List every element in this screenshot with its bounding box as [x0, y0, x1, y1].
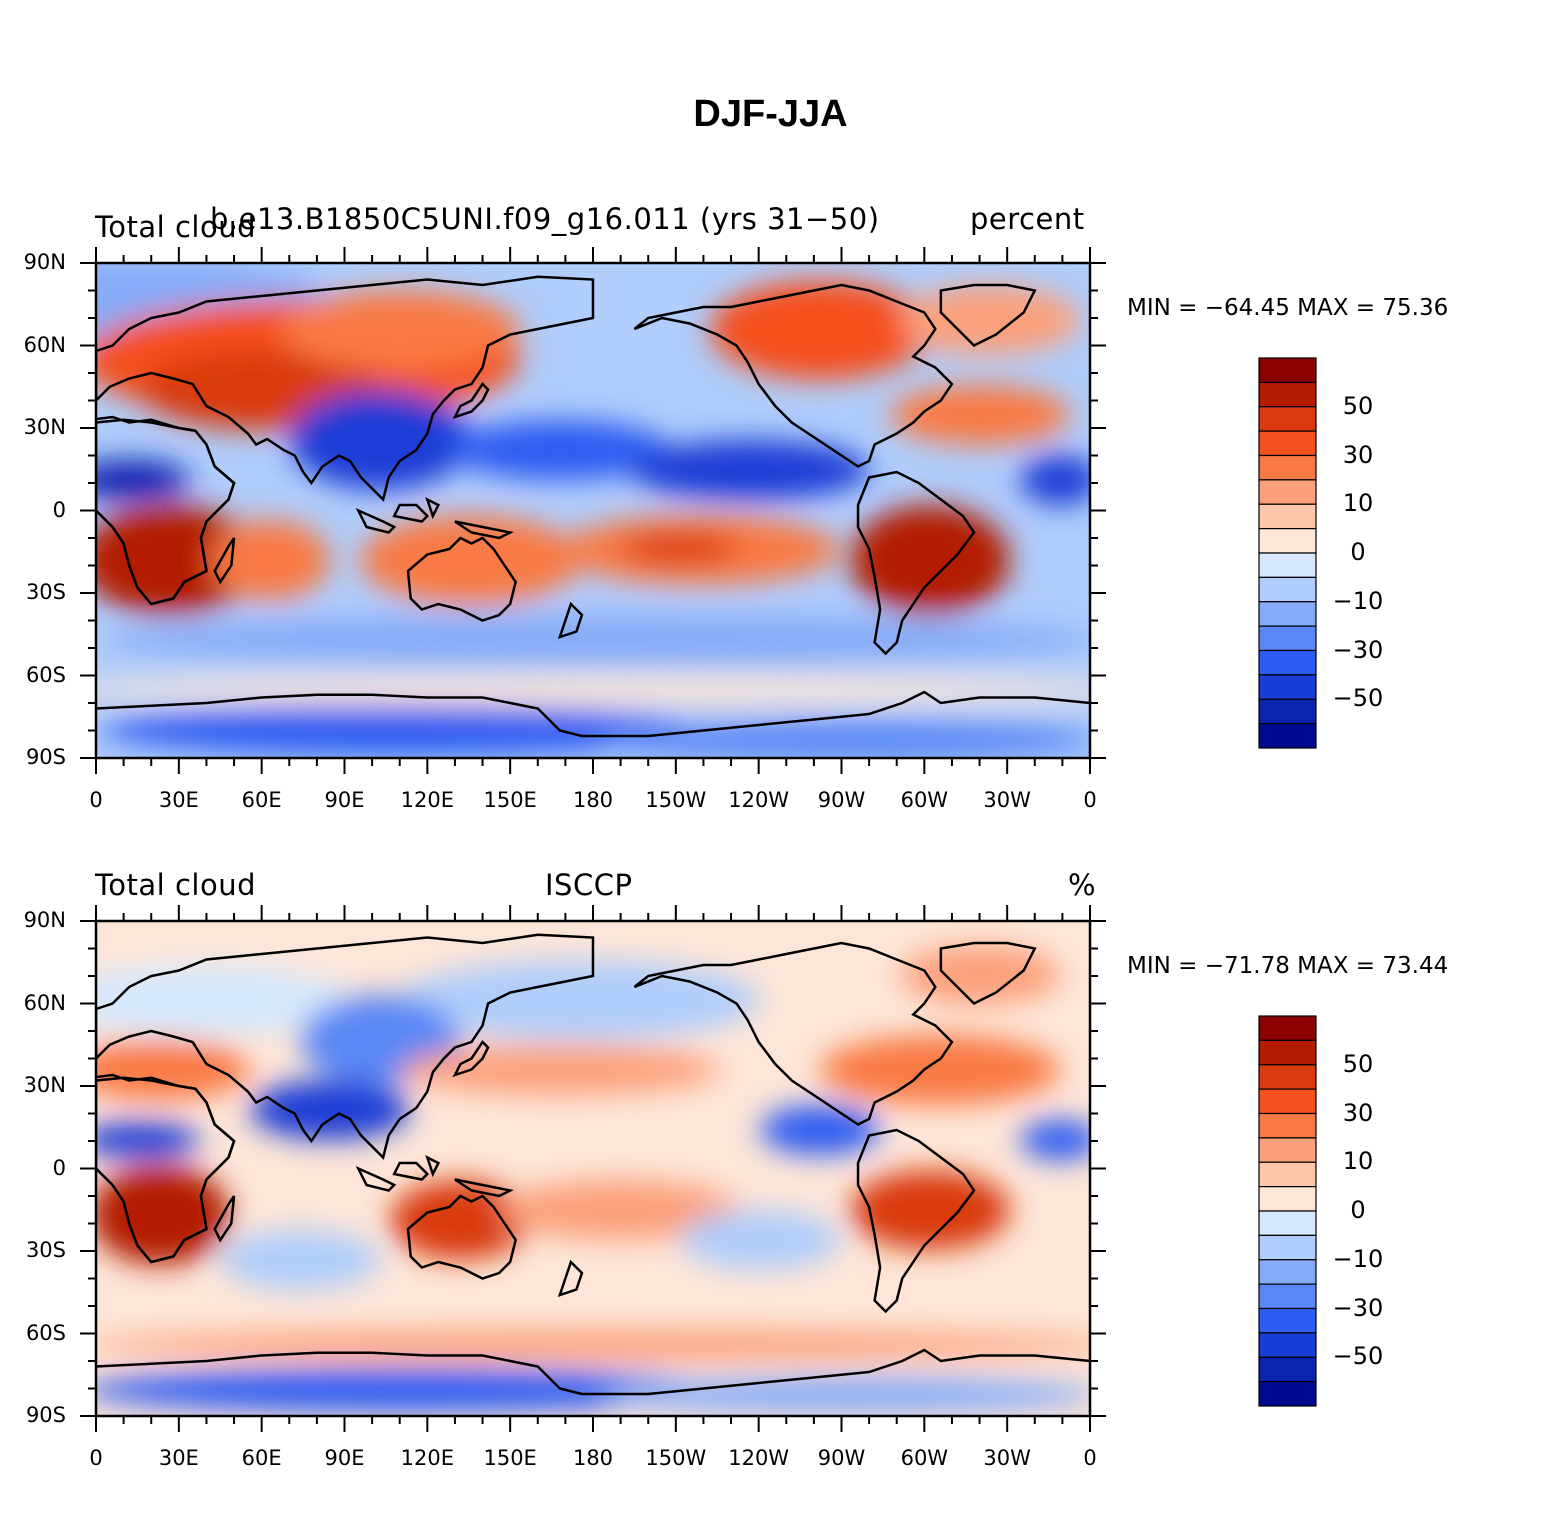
lat-label: 60S [25, 1320, 66, 1345]
lat-label: 90S [25, 745, 66, 769]
lon-label: 120E [400, 1446, 454, 1470]
colorbar-swatch [1258, 576, 1317, 603]
colorbar-swatch [1258, 1186, 1317, 1212]
colorbar-swatch [1258, 1259, 1317, 1285]
lon-label: 150E [483, 1446, 537, 1470]
lon-label: 0 [89, 1446, 103, 1470]
lon-label: 90W [817, 788, 866, 812]
colorbar-label: 50 [1342, 1049, 1374, 1078]
lon-label: 120W [728, 788, 790, 812]
colorbar-label: 10 [1342, 489, 1374, 518]
colorbar-swatch [1258, 503, 1317, 530]
lon-label: 0 [89, 788, 103, 812]
colorbar-swatch [1258, 601, 1317, 627]
lat-label: 90S [25, 1403, 66, 1427]
lat-label: 60S [25, 662, 66, 687]
lon-label: 90E [324, 1446, 365, 1470]
lon-label: 60W [900, 1446, 949, 1470]
lat-label: 60N [23, 990, 66, 1015]
panel1-min-max: MIN = −64.45 MAX = 75.36 [1127, 295, 1449, 321]
lat-label: 0 [52, 1155, 66, 1180]
lat-label: 30N [23, 415, 66, 439]
lon-label: 60W [900, 788, 949, 812]
lat-label: 30N [23, 1073, 66, 1097]
colorbar-swatch [1258, 1137, 1317, 1163]
colorbar-swatch [1258, 1332, 1317, 1358]
lat-label: 90N [23, 250, 66, 274]
lon-label: 60E [241, 788, 282, 812]
panel1-map [96, 263, 1090, 758]
lat-label: 60N [23, 332, 66, 357]
colorbar-label: −10 [1332, 1244, 1384, 1273]
panel2-min-max: MIN = −71.78 MAX = 73.44 [1127, 953, 1449, 979]
colorbar-swatch [1258, 625, 1317, 652]
lon-label: 120E [400, 788, 454, 812]
lon-label: 150W [645, 788, 707, 812]
colorbar-swatch [1258, 528, 1317, 554]
lat-label: 30S [25, 1238, 66, 1262]
colorbar-swatch [1258, 1161, 1317, 1188]
colorbar-label: 30 [1342, 1098, 1374, 1127]
colorbar-label: 50 [1342, 391, 1374, 420]
panel2-center-title: ISCCP [545, 868, 633, 902]
colorbar-swatch [1258, 1064, 1317, 1090]
colorbar-label: −50 [1332, 684, 1384, 713]
panel1-center-title: b.e13.B1850C5UNI.f09_g16.011 (yrs 31−50) [210, 202, 880, 236]
panel2-right-title: % [1068, 868, 1097, 902]
colorbar-label: −30 [1332, 635, 1384, 664]
page-title: DJF-JJA [693, 93, 848, 135]
colorbar-swatch [1258, 1356, 1317, 1383]
lon-label: 30E [158, 1446, 199, 1470]
colorbar-swatch [1258, 430, 1317, 457]
lon-label: 60E [241, 1446, 282, 1470]
colorbar-swatch [1258, 479, 1317, 505]
colorbar-swatch [1258, 1234, 1317, 1261]
panel1-right-title: percent [970, 202, 1085, 236]
colorbar-swatch [1258, 1210, 1317, 1236]
colorbar-label: 0 [1350, 538, 1366, 566]
colorbar-swatch [1258, 357, 1317, 383]
lat-label: 0 [52, 497, 66, 522]
colorbar-label: −30 [1332, 1293, 1384, 1322]
panel2-map [96, 921, 1090, 1416]
colorbar-swatch [1258, 1088, 1317, 1115]
lon-label: 0 [1083, 788, 1097, 812]
colorbar-swatch [1258, 1039, 1317, 1066]
lat-label: 90N [23, 908, 66, 932]
colorbar-swatch [1258, 1015, 1317, 1041]
lon-label: 120W [728, 1446, 790, 1470]
lon-label: 180 [572, 1446, 614, 1470]
colorbar-swatch [1258, 1283, 1317, 1310]
colorbar-label: 0 [1350, 1196, 1366, 1224]
colorbar-swatch [1258, 723, 1317, 749]
lon-label: 90W [817, 1446, 866, 1470]
colorbar-swatch [1258, 552, 1317, 578]
colorbar-label: −50 [1332, 1342, 1384, 1371]
colorbar-swatch [1258, 1307, 1317, 1334]
lon-label: 180 [572, 788, 614, 812]
lon-label: 150W [645, 1446, 707, 1470]
panel1-left-title: Total cloud [95, 210, 256, 244]
colorbar-label: 10 [1342, 1147, 1374, 1176]
lon-label: 30W [983, 788, 1031, 812]
lon-label: 30W [983, 1446, 1031, 1470]
lon-label: 30E [158, 788, 199, 812]
colorbar-swatch [1258, 674, 1317, 700]
panel2-left-title: Total cloud [95, 868, 256, 902]
colorbar-swatch [1258, 406, 1317, 432]
colorbar-label: 30 [1342, 440, 1374, 469]
lat-label: 30S [25, 580, 66, 604]
colorbar-swatch [1258, 649, 1317, 676]
lon-label: 0 [1083, 1446, 1097, 1470]
colorbar-swatch [1258, 381, 1317, 408]
colorbar-label: −10 [1332, 586, 1384, 615]
lon-label: 90E [324, 788, 365, 812]
colorbar-swatch [1258, 1381, 1317, 1407]
colorbar-swatch [1258, 454, 1317, 481]
lon-label: 150E [483, 788, 537, 812]
colorbar-swatch [1258, 698, 1317, 725]
colorbar-swatch [1258, 1112, 1317, 1139]
